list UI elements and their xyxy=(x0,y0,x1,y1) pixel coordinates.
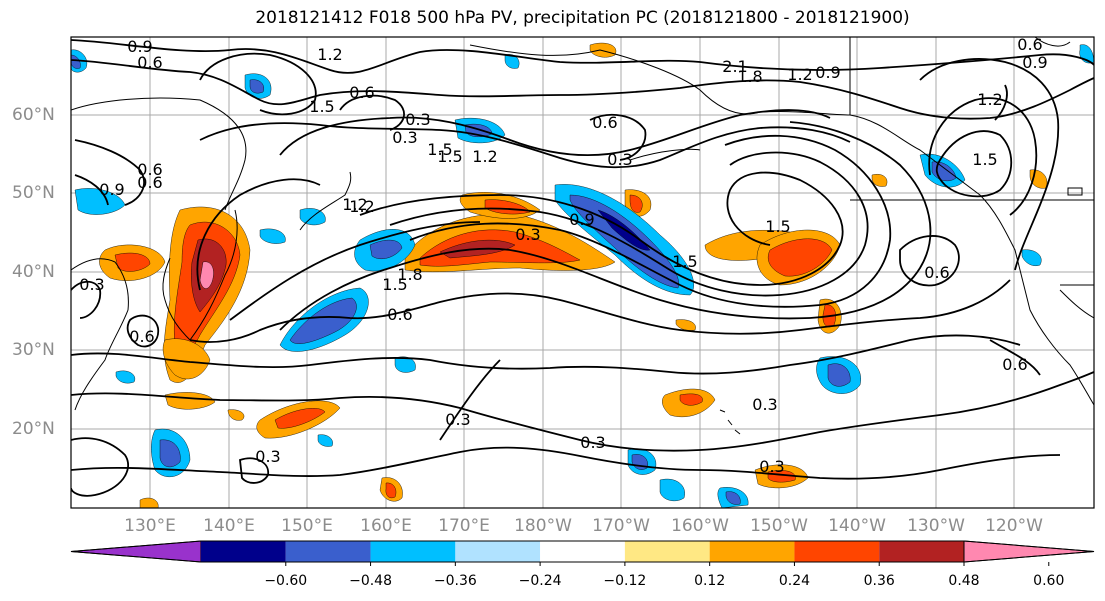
lon-label: 140°E xyxy=(203,516,255,536)
colorbar-box xyxy=(624,541,710,562)
lon-label: 150°W xyxy=(750,516,808,536)
contour-label: 0.6 xyxy=(137,173,162,192)
colorbar-box xyxy=(709,541,795,562)
colorbar-box xyxy=(879,541,964,562)
contour-label: 0.3 xyxy=(445,410,470,429)
colorbar-tick-label: 0.36 xyxy=(863,573,895,589)
contour-label: 0.9 xyxy=(815,63,840,82)
contour-label: 0.3 xyxy=(515,225,540,244)
contour-label: 1.2 xyxy=(349,197,374,216)
contour-label: 0.3 xyxy=(79,275,104,294)
contour-label: 1.2 xyxy=(342,195,367,214)
contour-label: 1.5 xyxy=(427,140,452,159)
colorbar xyxy=(70,540,1095,566)
colorbar-box xyxy=(285,541,371,562)
contour-label: 1.5 xyxy=(382,275,407,294)
lon-label: 130°E xyxy=(124,516,176,536)
map-title: 2018121412 F018 500 hPa PV, precipitatio… xyxy=(255,8,910,28)
contour-label: 0.3 xyxy=(607,150,632,169)
map-frame xyxy=(70,36,1095,509)
colorbar-tick-label: 0.60 xyxy=(1033,573,1065,589)
lon-label: 170°E xyxy=(438,516,490,536)
colorbar-tick-label: −0.48 xyxy=(349,573,392,589)
contour-label: 0.3 xyxy=(405,110,430,129)
lon-label: 120°W xyxy=(985,516,1043,536)
lon-label: 140°W xyxy=(828,516,886,536)
lat-label: 20°N xyxy=(12,419,55,439)
contour-label: 0.3 xyxy=(580,433,605,452)
lat-label: 40°N xyxy=(12,262,55,282)
colorbar-box xyxy=(455,541,541,562)
pv-contours xyxy=(71,39,1094,497)
colorbar-tick-label: −0.12 xyxy=(603,573,647,589)
contour-label: 0.6 xyxy=(1017,35,1042,54)
contour-label: 0.6 xyxy=(137,53,162,72)
lat-label: 60°N xyxy=(12,105,55,125)
colorbar-tick-label: 0.24 xyxy=(778,573,811,589)
contour-label: 0.3 xyxy=(392,128,417,147)
contour-label: 0.6 xyxy=(387,305,412,324)
lon-label: 160°W xyxy=(671,516,729,536)
colorbar-tick-label: −0.24 xyxy=(518,573,562,589)
contour-label: 2.1 xyxy=(722,57,747,76)
colorbar-box xyxy=(201,541,286,562)
contour-label: 1.5 xyxy=(309,97,334,116)
contour-label: 1.8 xyxy=(397,265,422,284)
lon-label: 130°W xyxy=(907,516,965,536)
contour-label: 1.5 xyxy=(437,147,462,166)
contour-label: 0.6 xyxy=(1002,355,1027,374)
lon-label: 150°E xyxy=(281,516,333,536)
lat-label: 50°N xyxy=(12,183,55,203)
colorbar-box xyxy=(794,541,880,562)
contour-label: 1.2 xyxy=(977,90,1002,109)
contour-label: 1.8 xyxy=(737,67,762,86)
colorbar-box xyxy=(540,541,625,562)
colorbar-tick-label: 0.12 xyxy=(694,573,726,589)
contour-label: 0.9 xyxy=(99,180,124,199)
contour-label: 1.2 xyxy=(472,147,497,166)
contour-label: 0.6 xyxy=(592,113,617,132)
colorbar-tick-label: −0.36 xyxy=(433,573,477,589)
contour-label: 0.6 xyxy=(137,160,162,179)
colorbar-tick-label: −0.60 xyxy=(264,573,308,589)
contour-label: 1.2 xyxy=(317,45,342,64)
lon-label: 160°E xyxy=(360,516,412,536)
contour-label: 1.2 xyxy=(787,65,812,84)
contour-label: 0.9 xyxy=(569,210,594,229)
colorbar-extension-high xyxy=(963,540,1095,563)
lat-label: 30°N xyxy=(12,340,55,360)
contour-label: 0.9 xyxy=(1022,53,1047,72)
contour-label: 0.3 xyxy=(255,447,280,466)
colorbar-extension-low xyxy=(70,540,202,563)
colorbar-outline xyxy=(70,540,1095,563)
contour-label: 0.3 xyxy=(759,457,784,476)
contour-label: 0.6 xyxy=(924,263,949,282)
lon-label: 180°W xyxy=(514,516,572,536)
contour-label: 1.5 xyxy=(972,150,997,169)
contour-label: 0.6 xyxy=(129,327,154,346)
colorbar-box xyxy=(370,541,456,562)
contour-label: 0.3 xyxy=(752,395,777,414)
contour-label: 1.5 xyxy=(672,252,697,271)
contour-label: 1.5 xyxy=(765,217,790,236)
colorbar-tick-label: 0.48 xyxy=(948,573,980,589)
contour-labels: 0.9 0.6 1.2 1.5 0.6 0.3 1.5 1.2 0.3 0.6 … xyxy=(79,35,1047,476)
contour-label: 0.9 xyxy=(127,37,152,56)
contour-label: 0.6 xyxy=(349,83,374,102)
lon-label: 170°W xyxy=(592,516,650,536)
